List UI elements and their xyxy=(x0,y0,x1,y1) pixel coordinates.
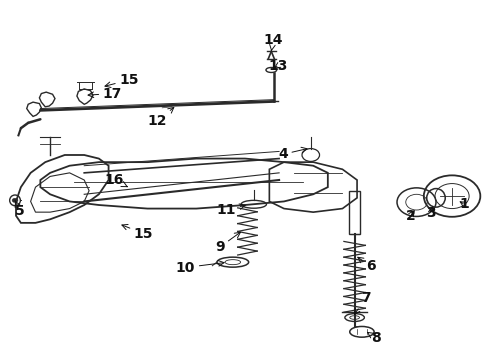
Circle shape xyxy=(12,198,18,203)
Text: 11: 11 xyxy=(217,203,245,217)
Text: 17: 17 xyxy=(88,86,122,100)
Text: 3: 3 xyxy=(426,206,436,220)
Text: 5: 5 xyxy=(15,201,25,219)
Text: 14: 14 xyxy=(264,33,283,51)
Text: 13: 13 xyxy=(269,59,288,73)
Text: 10: 10 xyxy=(176,261,224,275)
Text: 1: 1 xyxy=(459,197,469,211)
Text: 15: 15 xyxy=(122,224,153,240)
Bar xyxy=(349,191,361,234)
Text: 2: 2 xyxy=(406,209,416,223)
Text: 6: 6 xyxy=(358,257,375,274)
Text: 9: 9 xyxy=(215,232,241,254)
Text: 15: 15 xyxy=(105,73,139,87)
Text: 12: 12 xyxy=(147,107,174,128)
Text: 7: 7 xyxy=(354,291,370,314)
Text: 4: 4 xyxy=(278,147,307,161)
Text: 8: 8 xyxy=(368,331,380,345)
Text: 16: 16 xyxy=(105,173,127,187)
